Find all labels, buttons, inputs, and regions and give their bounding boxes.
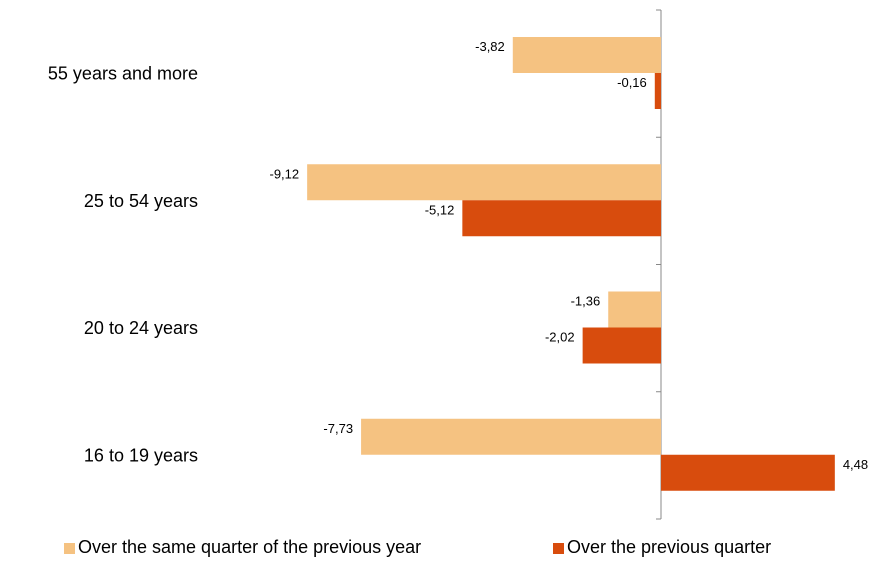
data-label: -0,16	[617, 75, 647, 90]
data-label: -7,73	[323, 421, 353, 436]
legend-label: Over the previous quarter	[567, 537, 771, 557]
data-label: -1,36	[571, 294, 601, 309]
bar	[582, 327, 661, 364]
legend-swatch	[64, 543, 75, 554]
bar	[512, 37, 661, 73]
bar	[307, 164, 661, 201]
category-label: 20 to 24 years	[84, 318, 198, 338]
bar	[608, 291, 661, 328]
legend: Over the same quarter of the previous ye…	[64, 537, 771, 557]
bar	[654, 73, 661, 109]
data-label: -5,12	[425, 202, 455, 217]
legend-swatch	[553, 543, 564, 554]
category-label: 16 to 19 years	[84, 445, 198, 465]
category-label: 25 to 54 years	[84, 191, 198, 211]
category-label: 55 years and more	[48, 64, 198, 84]
bars	[307, 37, 835, 491]
bar	[661, 454, 835, 491]
bar	[462, 200, 661, 237]
data-label: -9,12	[270, 166, 300, 181]
value-labels: -3,82 -0,16 -9,12 -5,12 -1,36 -2,02 -7,73 4,48	[270, 39, 869, 472]
legend-label: Over the same quarter of the previous ye…	[78, 537, 421, 557]
category-labels: 55 years and more 25 to 54 years 20 to 24 …	[48, 64, 198, 466]
data-label: 4,48	[843, 457, 868, 472]
data-label: -2,02	[545, 330, 575, 345]
data-label: -3,82	[475, 39, 505, 54]
bar	[361, 418, 661, 455]
